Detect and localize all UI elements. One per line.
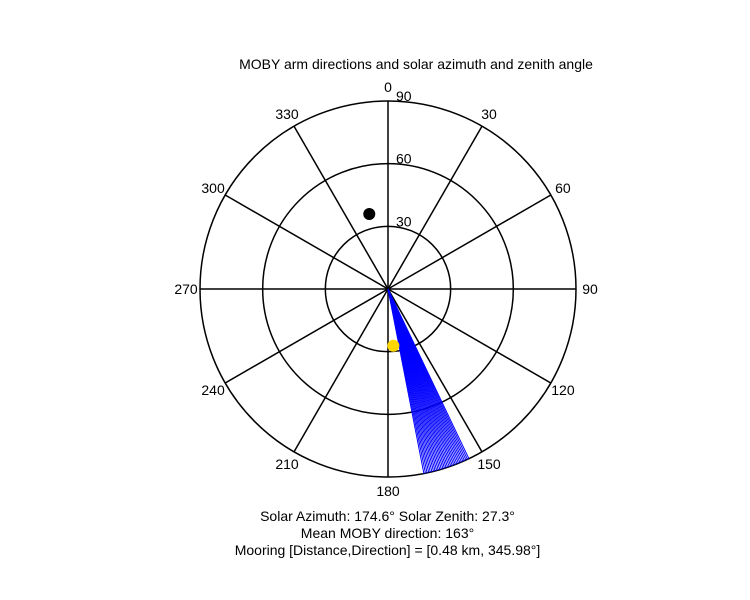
grid-spoke (387, 288, 552, 384)
angle-tick-label: 300 (201, 180, 225, 196)
grid-spoke (387, 288, 483, 453)
polar-grid (199, 100, 577, 478)
angle-tick-label: 30 (481, 106, 497, 122)
angle-tick-label: 330 (275, 106, 299, 122)
grid-spoke (224, 194, 389, 290)
grid-spoke (293, 288, 389, 453)
grid-spoke (224, 288, 389, 384)
angle-tick-label: 120 (551, 382, 575, 398)
mooring-annotation: Mooring [Distance,Direction] = [0.48 km,… (234, 542, 541, 558)
sun-and-mooring-markers (363, 208, 400, 352)
grid-spoke (293, 125, 389, 290)
radial-tick-label: 30 (396, 213, 412, 229)
sun-position-marker (387, 339, 400, 352)
radial-tick-label: 60 (396, 151, 412, 167)
radial-tick-label: 90 (396, 88, 412, 104)
angle-tick-label: 210 (275, 456, 299, 472)
angle-tick-label: 60 (555, 180, 571, 196)
mean-direction-annotation: Mean MOBY direction: 163° (300, 525, 475, 541)
grid-spoke (387, 125, 483, 290)
angle-tick-label: 150 (477, 456, 501, 472)
mooring-direction-marker (363, 208, 376, 221)
arm-direction-lines (387, 288, 470, 474)
arm-direction-line (387, 288, 425, 474)
angle-tick-label: 180 (376, 483, 400, 499)
grid-spoke (387, 194, 552, 290)
angle-tick-label: 90 (582, 281, 598, 297)
angle-tick-label: 270 (174, 281, 198, 297)
chart-title: MOBY arm directions and solar azimuth an… (239, 56, 593, 72)
tick-labels: 0 30 60 90 120 150 180 210 240 270 300 330 30 60 90 (174, 79, 598, 499)
angle-tick-label: 240 (201, 382, 225, 398)
angle-tick-label: 0 (384, 79, 392, 95)
solar-annotation: Solar Azimuth: 174.6° Solar Zenith: 27.3… (260, 508, 515, 524)
